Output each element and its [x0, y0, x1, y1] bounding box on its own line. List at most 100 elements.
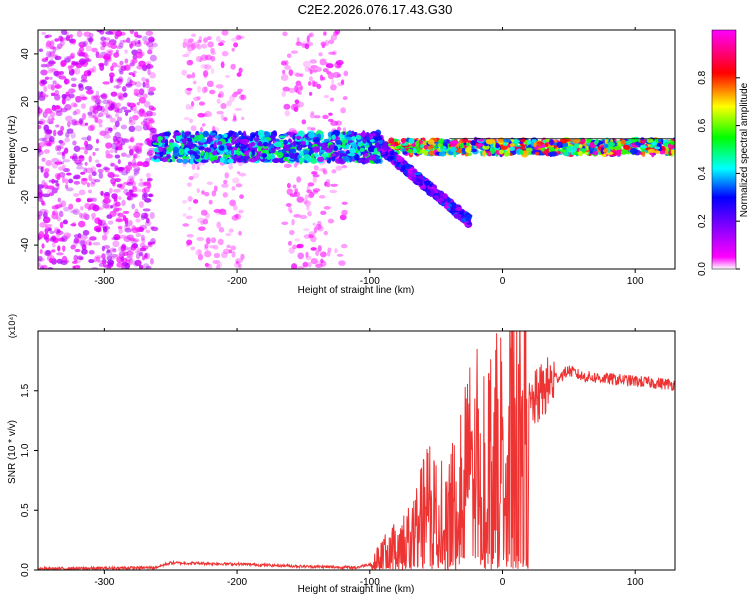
heatmap-cell — [282, 86, 290, 92]
heatmap-cell — [585, 145, 590, 151]
heatmap-cell — [175, 134, 181, 142]
heatmap-cell — [212, 259, 221, 265]
heatmap-cell — [94, 159, 100, 163]
heatmap-cell — [39, 197, 44, 202]
heatmap-cell — [313, 115, 321, 119]
heatmap-cell — [312, 174, 320, 178]
heatmap-cell — [74, 248, 81, 253]
heatmap-cell — [201, 123, 206, 127]
heatmap-cell — [62, 245, 66, 252]
heatmap-cell — [181, 158, 189, 164]
heatmap-cell — [233, 113, 237, 119]
heatmap-cell — [118, 42, 124, 48]
heatmap-cell — [76, 255, 84, 260]
heatmap-cell — [101, 258, 107, 265]
heatmap-cell — [276, 151, 284, 159]
heatmap-cell — [215, 84, 224, 89]
heatmap-cell — [77, 50, 84, 57]
heatmap-cell — [76, 165, 84, 170]
heatmap-cell — [359, 147, 365, 153]
heatmap-cell — [59, 221, 64, 229]
heatmap-cell — [308, 76, 313, 82]
heatmap-cell — [341, 209, 348, 216]
heatmap-cell — [133, 168, 141, 172]
heatmap-cell — [94, 147, 100, 152]
heatmap-cell — [217, 238, 224, 246]
heatmap-cell — [45, 159, 53, 167]
heatmap-cell — [54, 161, 63, 165]
heatmap-cell — [74, 108, 81, 115]
heatmap-cell — [38, 118, 46, 126]
heatmap-cell — [62, 219, 68, 225]
heatmap-cell — [231, 37, 237, 42]
heatmap-cell — [573, 143, 581, 149]
heatmap-cell — [94, 98, 102, 105]
heatmap-cell — [236, 72, 242, 78]
spectrogram-marks — [38, 30, 675, 269]
heatmap-cell — [184, 131, 190, 136]
heatmap-cell — [145, 157, 151, 164]
heatmap-cell — [647, 148, 656, 153]
heatmap-cell — [238, 209, 244, 214]
heatmap-cell — [296, 144, 303, 151]
heatmap-cell — [316, 225, 324, 232]
heatmap-cell — [55, 124, 60, 128]
heatmap-cell — [38, 142, 45, 148]
heatmap-cell — [39, 249, 43, 254]
heatmap-cell — [219, 157, 225, 163]
heatmap-cell — [190, 101, 195, 107]
heatmap-cell — [81, 177, 88, 181]
heatmap-cell — [186, 87, 193, 91]
heatmap-cell — [302, 228, 310, 232]
heatmap-cell — [43, 149, 50, 154]
heatmap-cell — [557, 150, 561, 155]
heatmap-cell — [41, 200, 45, 205]
heatmap-cell — [55, 183, 60, 187]
heatmap-cell — [93, 95, 101, 100]
heatmap-cell — [58, 210, 64, 218]
heatmap-cell — [147, 68, 151, 76]
heatmap-cell — [57, 145, 62, 152]
heatmap-cell — [91, 212, 96, 219]
heatmap-cell — [198, 101, 206, 106]
colorbar-tick-label: 0.2 — [697, 214, 708, 228]
heatmap-cell — [401, 148, 406, 152]
heatmap-cell — [145, 83, 150, 89]
heatmap-cell — [72, 176, 79, 180]
heatmap-cell — [45, 142, 52, 147]
heatmap-cell — [223, 116, 228, 122]
heatmap-cell — [454, 213, 462, 218]
heatmap-cell — [92, 107, 99, 115]
heatmap-cell — [520, 138, 526, 143]
heatmap-cell — [54, 55, 62, 61]
heatmap-cell — [54, 54, 59, 61]
heatmap-cell — [104, 204, 112, 210]
heatmap-cell — [69, 39, 74, 45]
heatmap-cell — [115, 145, 119, 151]
heatmap-cell — [134, 81, 142, 88]
heatmap-cell — [288, 148, 297, 153]
heatmap-cell — [132, 186, 138, 193]
heatmap-cell — [87, 70, 92, 76]
heatmap-cell — [138, 108, 145, 114]
heatmap-cell — [83, 31, 92, 37]
heatmap-cell — [51, 157, 59, 163]
heatmap-cell — [285, 59, 289, 66]
heatmap-cell — [291, 263, 298, 269]
heatmap-cell — [70, 102, 77, 108]
heatmap-cell — [68, 203, 74, 210]
heatmap-cell — [216, 263, 221, 269]
heatmap-cell — [578, 150, 583, 157]
heatmap-cell — [319, 251, 327, 258]
heatmap-cell — [317, 245, 322, 252]
colorbar-tick-label: 0.6 — [697, 118, 708, 132]
heatmap-cell — [315, 250, 320, 256]
heatmap-cell — [51, 235, 57, 241]
heatmap-cell — [105, 49, 114, 53]
heatmap-cell — [72, 265, 76, 269]
heatmap-cell — [130, 104, 137, 112]
heatmap-cell — [55, 231, 61, 239]
heatmap-cell — [71, 260, 78, 265]
heatmap-cell — [96, 54, 103, 59]
heatmap-cell — [641, 151, 646, 158]
